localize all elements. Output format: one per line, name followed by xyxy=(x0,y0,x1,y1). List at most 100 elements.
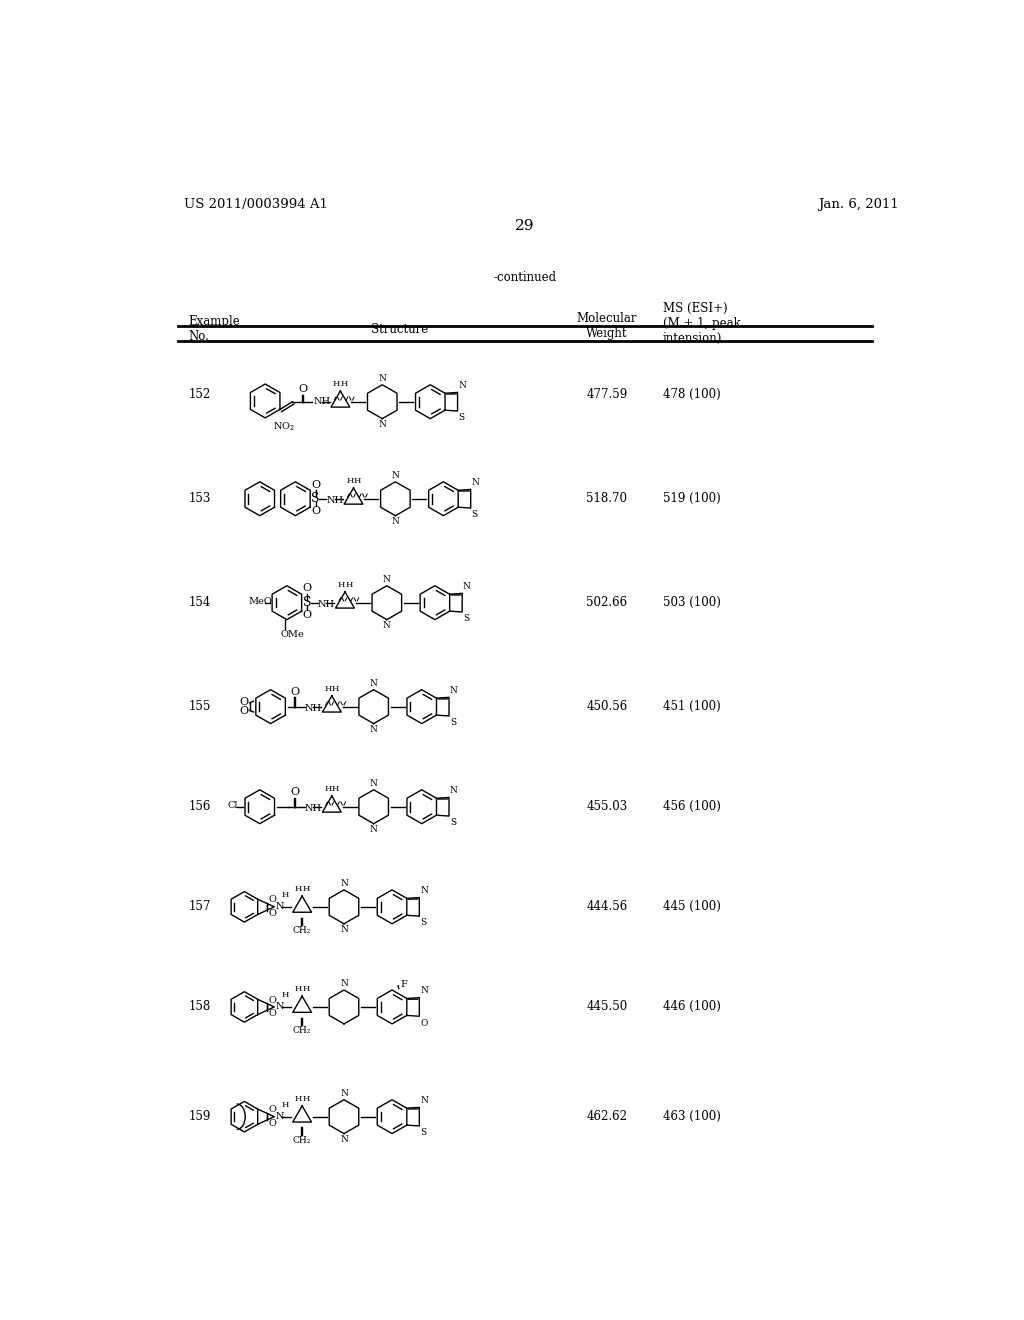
Text: Molecular
Weight: Molecular Weight xyxy=(577,313,637,341)
Text: 478 (100): 478 (100) xyxy=(663,388,721,401)
Text: 477.59: 477.59 xyxy=(587,388,628,401)
Text: 445.50: 445.50 xyxy=(587,1001,628,1014)
Text: N: N xyxy=(340,879,348,888)
Text: H: H xyxy=(282,891,289,899)
Text: 503 (100): 503 (100) xyxy=(663,597,721,610)
Text: O: O xyxy=(268,895,276,904)
Text: O: O xyxy=(299,384,308,395)
Text: 157: 157 xyxy=(188,900,211,913)
Text: US 2011/0003994 A1: US 2011/0003994 A1 xyxy=(183,198,328,211)
Text: Example
No.: Example No. xyxy=(188,315,241,343)
Text: H: H xyxy=(302,1094,309,1102)
Text: 152: 152 xyxy=(188,388,211,401)
Text: N: N xyxy=(420,1096,428,1105)
Text: H: H xyxy=(302,985,309,993)
Text: S: S xyxy=(459,413,465,422)
Text: H: H xyxy=(295,1094,302,1102)
Text: S: S xyxy=(303,597,311,610)
Text: H: H xyxy=(302,884,309,892)
Text: N: N xyxy=(340,979,348,989)
Text: N: N xyxy=(383,576,391,585)
Text: H: H xyxy=(325,685,332,693)
Text: N: N xyxy=(383,622,391,630)
Text: S: S xyxy=(311,492,319,506)
Text: H: H xyxy=(282,1101,289,1109)
Text: NH: NH xyxy=(317,599,335,609)
Text: MeO: MeO xyxy=(248,597,272,606)
Text: N: N xyxy=(420,986,428,995)
Text: N: N xyxy=(340,1089,348,1098)
Text: N: N xyxy=(378,420,386,429)
Text: 158: 158 xyxy=(188,1001,211,1014)
Text: 462.62: 462.62 xyxy=(587,1110,628,1123)
Text: 159: 159 xyxy=(188,1110,211,1123)
Text: OMe: OMe xyxy=(281,631,304,639)
Text: S: S xyxy=(420,1129,426,1138)
Text: H: H xyxy=(353,477,361,484)
Text: 444.56: 444.56 xyxy=(587,900,628,913)
Text: S: S xyxy=(463,614,469,623)
Text: N: N xyxy=(340,1135,348,1144)
Text: Cl: Cl xyxy=(227,801,238,809)
Text: -continued: -continued xyxy=(494,271,556,284)
Text: H: H xyxy=(338,581,345,589)
Text: 455.03: 455.03 xyxy=(587,800,628,813)
Text: NH: NH xyxy=(305,804,322,813)
Text: 29: 29 xyxy=(515,219,535,234)
Text: 518.70: 518.70 xyxy=(587,492,628,506)
Text: N: N xyxy=(420,886,428,895)
Text: N: N xyxy=(391,471,399,480)
Text: 463 (100): 463 (100) xyxy=(663,1110,721,1123)
Text: Structure: Structure xyxy=(371,323,428,335)
Text: O: O xyxy=(302,583,311,594)
Text: NH: NH xyxy=(313,397,331,407)
Text: MS (ESI+)
(M + 1, peak
intension): MS (ESI+) (M + 1, peak intension) xyxy=(663,302,740,346)
Text: O: O xyxy=(268,1119,276,1129)
Text: O: O xyxy=(302,610,311,620)
Text: N: N xyxy=(275,1113,285,1121)
Text: S: S xyxy=(471,511,477,519)
Text: O: O xyxy=(268,1105,276,1114)
Text: S: S xyxy=(450,718,456,727)
Text: N: N xyxy=(391,517,399,527)
Text: H: H xyxy=(333,380,340,388)
Text: O: O xyxy=(291,686,300,697)
Text: O: O xyxy=(240,706,249,717)
Text: 445 (100): 445 (100) xyxy=(663,900,721,913)
Text: S: S xyxy=(450,818,456,828)
Text: H: H xyxy=(325,785,332,793)
Text: O: O xyxy=(311,507,321,516)
Text: NH: NH xyxy=(327,496,343,504)
Text: Jan. 6, 2011: Jan. 6, 2011 xyxy=(818,198,898,211)
Text: N: N xyxy=(275,903,285,911)
Text: N: N xyxy=(471,478,479,487)
Text: N: N xyxy=(370,680,378,688)
Text: 156: 156 xyxy=(188,800,211,813)
Text: N: N xyxy=(275,1002,285,1011)
Text: H: H xyxy=(332,685,339,693)
Text: O: O xyxy=(240,697,249,708)
Text: H: H xyxy=(345,581,352,589)
Text: H: H xyxy=(295,985,302,993)
Text: O: O xyxy=(291,787,300,797)
Text: H: H xyxy=(295,884,302,892)
Text: S: S xyxy=(420,919,426,928)
Text: 450.56: 450.56 xyxy=(587,700,628,713)
Text: N: N xyxy=(370,825,378,834)
Text: N: N xyxy=(370,779,378,788)
Text: N: N xyxy=(370,725,378,734)
Text: 155: 155 xyxy=(188,700,211,713)
Text: 456 (100): 456 (100) xyxy=(663,800,721,813)
Text: O: O xyxy=(420,1019,427,1027)
Text: 451 (100): 451 (100) xyxy=(663,700,721,713)
Text: CH₂: CH₂ xyxy=(293,927,311,935)
Text: O: O xyxy=(268,995,276,1005)
Text: O: O xyxy=(268,909,276,919)
Text: 446 (100): 446 (100) xyxy=(663,1001,721,1014)
Text: O: O xyxy=(311,479,321,490)
Text: F: F xyxy=(400,981,408,990)
Text: N: N xyxy=(459,381,466,391)
Text: NO$_2$: NO$_2$ xyxy=(273,420,295,433)
Text: H: H xyxy=(346,477,353,484)
Text: H: H xyxy=(341,380,348,388)
